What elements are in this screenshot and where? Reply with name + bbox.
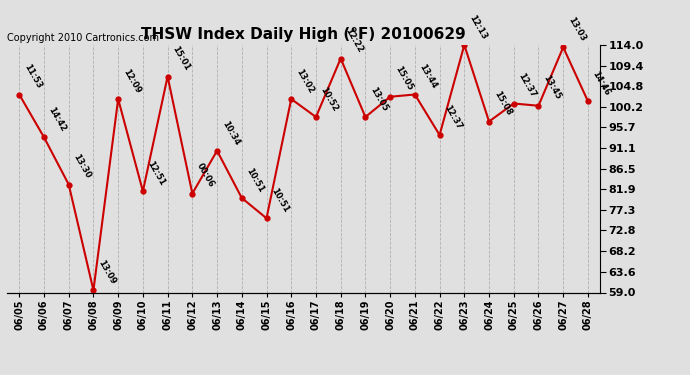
- Text: 10:51: 10:51: [269, 186, 290, 214]
- Text: 13:05: 13:05: [368, 85, 389, 113]
- Text: 00:06: 00:06: [195, 162, 216, 189]
- Text: 15:01: 15:01: [170, 45, 192, 72]
- Text: 12:22: 12:22: [344, 27, 365, 54]
- Text: 10:51: 10:51: [244, 166, 266, 194]
- Text: 12:09: 12:09: [121, 67, 142, 95]
- Text: 10:34: 10:34: [220, 119, 241, 147]
- Text: 14:46: 14:46: [591, 69, 612, 97]
- Text: 13:45: 13:45: [541, 74, 562, 102]
- Text: 13:03: 13:03: [566, 16, 587, 43]
- Text: 12:13: 12:13: [467, 13, 489, 41]
- Text: 12:37: 12:37: [442, 103, 464, 131]
- Text: 12:37: 12:37: [517, 72, 538, 99]
- Text: 15:08: 15:08: [492, 90, 513, 117]
- Text: Copyright 2010 Cartronics.com: Copyright 2010 Cartronics.com: [7, 33, 159, 42]
- Text: 14:42: 14:42: [47, 105, 68, 133]
- Text: 10:52: 10:52: [319, 85, 340, 113]
- Text: 13:02: 13:02: [294, 67, 315, 95]
- Text: 13:09: 13:09: [96, 259, 117, 286]
- Text: 13:44: 13:44: [417, 63, 439, 90]
- Title: THSW Index Daily High (°F) 20100629: THSW Index Daily High (°F) 20100629: [141, 27, 466, 42]
- Text: 12:51: 12:51: [146, 159, 167, 187]
- Text: 15:05: 15:05: [393, 65, 414, 93]
- Text: 13:30: 13:30: [72, 153, 92, 180]
- Text: 11:53: 11:53: [22, 63, 43, 90]
